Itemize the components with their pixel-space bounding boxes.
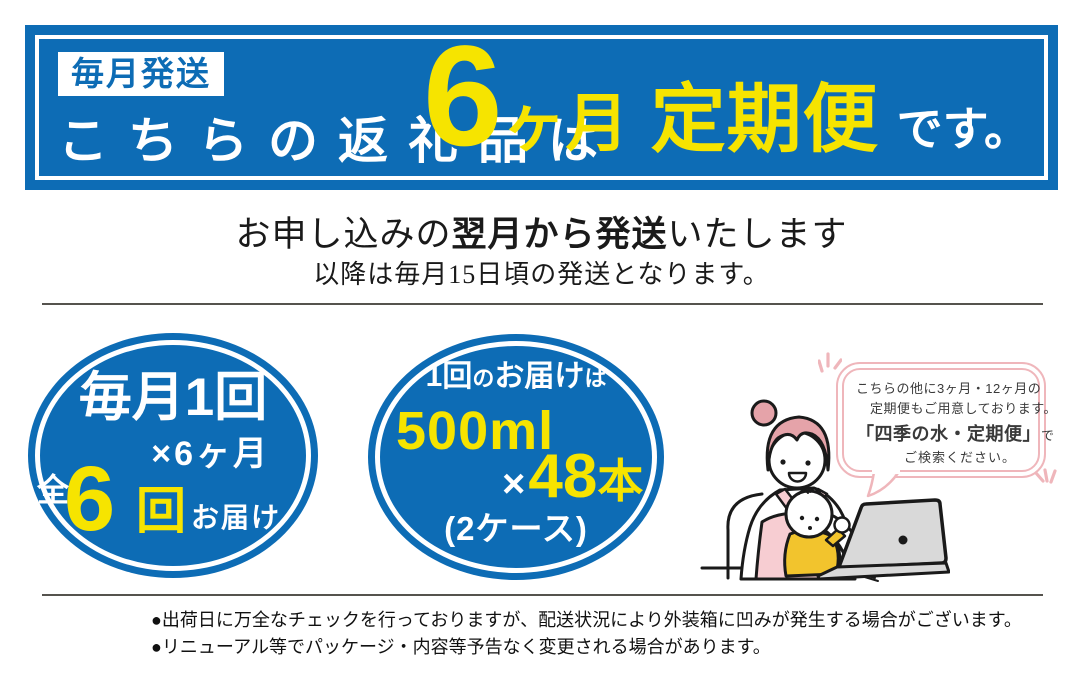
total-unit: 回	[136, 483, 186, 539]
mother-eye-left	[780, 459, 786, 465]
laptop-screen	[837, 498, 948, 570]
shipping-line2: 以降は毎月15日頃の発送となります。	[313, 260, 770, 289]
baby-mouth	[808, 526, 812, 530]
bubble-line2: 定期便もご用意しております。	[870, 400, 1057, 416]
heading-num: 1回	[425, 360, 473, 393]
heading-particle1: の	[472, 366, 495, 391]
term-unit: ヶ月	[502, 89, 629, 159]
banner-lead-text: こちらの返礼品は	[58, 113, 618, 169]
total-number: 6	[64, 448, 116, 550]
total-prefix: 全	[37, 472, 70, 508]
bubble-line4: ご検索ください。	[903, 450, 1016, 465]
quantity-heading: 1回のお届けは	[368, 362, 664, 392]
speech-bubble-frame: こちらの他に3ヶ月・12ヶ月の 定期便もご用意しております。 「四季の水・定期便…	[836, 362, 1057, 478]
mother-eye-right	[805, 460, 811, 466]
heading-main: お届け	[494, 360, 585, 393]
footer-notes: ●出荷日に万全なチェックを行っておりますが、配送状況により外装箱に凹みが発生する…	[151, 607, 1022, 662]
mother-mouth	[787, 471, 808, 483]
bottle-count-group: × 48 本	[502, 446, 643, 508]
case-note: (2ケース)	[444, 510, 588, 547]
banner-highlight-group: 6 ヶ月 定期便 です。	[423, 25, 1030, 168]
monthly-shipping-badge: 毎月発送	[58, 52, 224, 97]
speech-bubble-tail	[866, 470, 900, 498]
divider-bottom	[42, 594, 1043, 596]
bubble-line3-suffix: で	[1041, 428, 1055, 443]
baby-eye-right	[814, 516, 820, 522]
info-speech-bubble: こちらの他に3ヶ月・12ヶ月の 定期便もご用意しております。 「四季の水・定期便…	[818, 352, 1057, 498]
laptop-base	[816, 561, 950, 581]
mother-hair	[765, 415, 831, 472]
quantity-circle: 1回のお届けは 500ml × 48 本 (2ケース)	[368, 334, 664, 580]
frequency-line1: 毎月1回	[78, 368, 268, 427]
total-suffix: お届け	[191, 502, 282, 533]
bubble-line3: 「四季の水・定期便」で	[856, 421, 1054, 448]
desu-suffix: です。	[896, 103, 1030, 155]
note-line: ●出荷日に万全なチェックを行っておりますが、配送状況により外装箱に凹みが発生する…	[151, 610, 1022, 630]
shipping-line1-emphasis: 翌月から発送	[451, 215, 668, 254]
banner-inner-frame	[35, 35, 1048, 180]
emphasis-marks-bottom-right	[1034, 468, 1057, 484]
frequency-line2: ×6ヶ月	[151, 435, 270, 473]
divider-top	[42, 303, 1043, 305]
heading-particle2: は	[584, 366, 607, 391]
bubble-search-keyword: 「四季の水・定期便」	[856, 424, 1041, 444]
baby-head	[784, 489, 834, 539]
main-banner: 毎月発送 こちらの返礼品は 6 ヶ月 定期便 です。	[25, 25, 1058, 190]
note-line: ●リニューアル等でパッケージ・内容等予告なく変更される場合があります。	[151, 637, 771, 658]
bottle-count-unit: 本	[597, 455, 644, 507]
bubble-line1: こちらの他に3ヶ月・12ヶ月の	[856, 381, 1042, 396]
baby-eye-left	[799, 515, 805, 521]
baby-fist	[833, 516, 851, 534]
laptop-camera-dot	[898, 535, 908, 545]
term-number: 6	[423, 17, 503, 176]
baby-hair	[798, 487, 821, 495]
speech-bubble-content: こちらの他に3ヶ月・12ヶ月の 定期便もご用意しております。 「四季の水・定期便…	[842, 368, 1057, 472]
shipping-line1-prefix: お申し込みの	[235, 215, 452, 254]
shipping-line1-suffix: いたします	[667, 215, 848, 254]
shipping-line1: お申し込みの翌月から発送いたします	[0, 206, 1083, 257]
mother-baby-laptop-illustration	[700, 399, 950, 582]
times-sign: ×	[502, 462, 526, 506]
hair-bun	[750, 399, 778, 427]
bottle-volume: 500ml	[396, 401, 555, 461]
subscription-word: 定期便	[650, 77, 879, 161]
frequency-circle: 毎月1回 ×6ヶ月 全 6 回 お届け	[28, 333, 318, 578]
emphasis-marks-top-left	[818, 352, 842, 373]
bottle-count: 48	[528, 442, 598, 511]
